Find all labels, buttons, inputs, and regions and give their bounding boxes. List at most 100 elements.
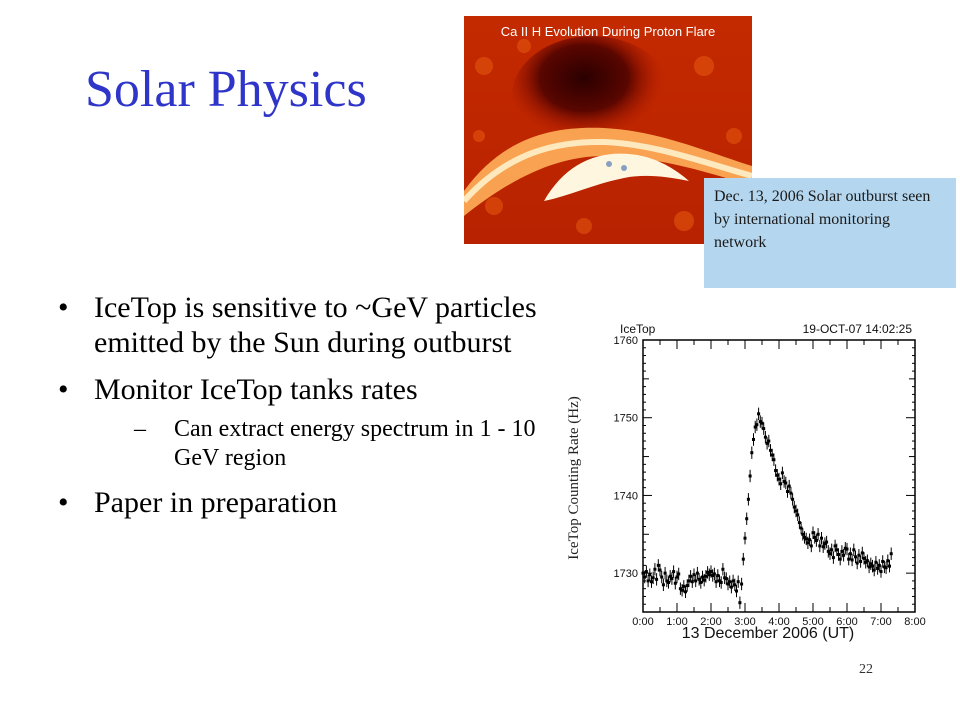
x-tick-label: 4:00	[768, 616, 789, 628]
data-point	[644, 570, 648, 574]
x-tick-label: 3:00	[734, 616, 755, 628]
data-point	[792, 505, 796, 509]
chart-title-left: IceTop	[620, 322, 656, 336]
data-point	[723, 576, 727, 580]
data-point	[740, 582, 744, 586]
data-point	[837, 552, 840, 556]
data-point	[695, 571, 699, 575]
data-point	[692, 573, 696, 577]
data-point	[650, 580, 653, 584]
data-point	[877, 563, 881, 567]
data-point	[658, 568, 662, 572]
data-point	[689, 574, 693, 578]
data-point	[685, 584, 689, 588]
data-point	[752, 437, 755, 441]
data-point	[886, 559, 890, 563]
data-point	[706, 570, 710, 574]
data-point	[797, 521, 801, 525]
data-point	[668, 574, 672, 578]
data-point	[782, 479, 786, 483]
data-point	[857, 553, 861, 557]
data-point	[763, 435, 767, 439]
data-point	[860, 551, 864, 555]
data-point	[814, 539, 818, 543]
data-point	[772, 458, 776, 462]
solar-flare-picture	[464, 16, 752, 244]
data-point	[667, 580, 670, 584]
data-point	[784, 481, 788, 485]
sub-bullet-list: – Can extract energy spectrum in 1 - 10 …	[134, 415, 538, 473]
data-point	[704, 574, 708, 578]
x-tick-label: 1:00	[666, 616, 687, 628]
data-point	[774, 469, 778, 473]
data-point	[769, 448, 772, 452]
data-point	[823, 542, 827, 546]
data-point	[794, 509, 798, 513]
data-point	[854, 555, 857, 559]
data-point	[850, 558, 854, 562]
data-point	[694, 579, 698, 583]
bullet-text: Monitor IceTop tanks rates	[94, 373, 418, 406]
data-point	[777, 477, 781, 481]
data-point	[859, 559, 863, 563]
data-point	[872, 568, 876, 572]
data-point	[884, 566, 888, 570]
solar-flare-image: Ca II H Evolution During Proton Flare	[464, 16, 752, 244]
data-point	[661, 583, 665, 587]
data-point	[663, 571, 667, 575]
x-tick-label: 8:00	[904, 616, 925, 628]
sub-bullet-item: – Can extract energy spectrum in 1 - 10 …	[134, 415, 538, 473]
data-point	[791, 497, 795, 501]
data-point	[757, 412, 761, 416]
data-point	[743, 536, 747, 540]
data-point	[716, 573, 720, 577]
data-point	[760, 421, 764, 425]
data-point	[864, 560, 868, 564]
data-point	[820, 536, 823, 540]
data-point	[655, 577, 659, 581]
data-point	[718, 579, 721, 583]
data-point	[709, 570, 713, 574]
data-point	[641, 571, 645, 575]
data-point	[826, 549, 830, 553]
data-point	[780, 471, 784, 475]
data-point	[702, 578, 706, 582]
data-point	[843, 546, 847, 550]
data-point	[758, 420, 762, 424]
chart-ylabel: IceTop Counting Rate (Hz)	[568, 396, 582, 559]
data-point	[755, 423, 759, 427]
data-point	[770, 453, 774, 457]
data-point	[767, 439, 771, 443]
data-point	[840, 549, 844, 553]
data-point	[738, 601, 742, 605]
data-point	[796, 513, 800, 517]
data-point	[867, 565, 871, 569]
x-tick-label: 7:00	[870, 616, 891, 628]
data-point	[874, 560, 878, 564]
data-point	[789, 491, 793, 495]
data-point	[753, 425, 757, 429]
data-point	[684, 590, 687, 594]
data-point	[838, 557, 842, 561]
data-point	[735, 589, 738, 593]
data-point	[765, 441, 769, 445]
data-point	[806, 541, 810, 545]
x-tick-label: 2:00	[700, 616, 721, 628]
data-point	[799, 526, 803, 530]
bullet-dot-icon: •	[58, 486, 69, 519]
data-point	[656, 563, 660, 567]
bullet-dot-icon: •	[58, 291, 69, 324]
data-point	[746, 497, 750, 501]
data-point	[665, 579, 669, 583]
data-point	[724, 577, 728, 581]
y-tick-label: 1750	[614, 413, 638, 425]
data-point	[673, 581, 677, 585]
data-point	[816, 532, 820, 536]
data-point	[845, 547, 849, 551]
bullet-item: • Paper in preparation	[58, 485, 538, 520]
data-point	[779, 482, 783, 486]
data-point	[847, 557, 851, 561]
data-point	[699, 580, 703, 584]
data-point	[714, 580, 718, 584]
data-point	[865, 559, 869, 563]
